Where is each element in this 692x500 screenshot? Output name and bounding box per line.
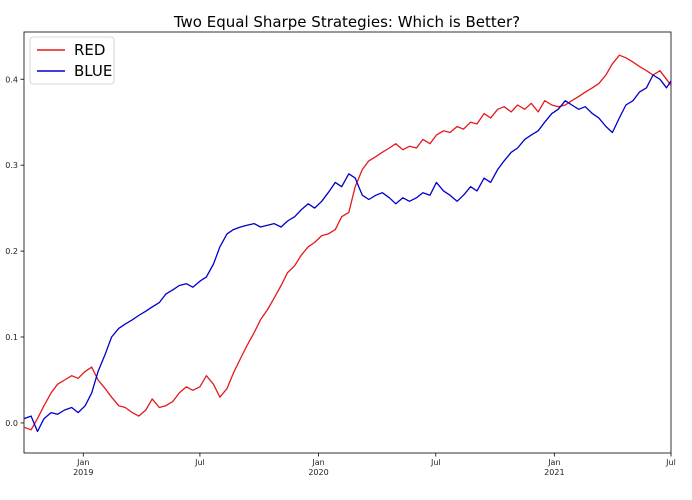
x-tick-label: Jul xyxy=(665,458,676,467)
legend-box xyxy=(29,36,115,85)
series-line-red xyxy=(23,54,672,431)
legend-label-blue: BLUE xyxy=(74,62,112,80)
x-tick-label: Jul xyxy=(430,458,441,467)
x-tick-year-label: 2019 xyxy=(73,468,93,477)
legend: RED BLUE xyxy=(29,36,115,85)
y-axis: 0.0 0.1 0.2 0.3 0.4 xyxy=(5,75,24,428)
plot-area xyxy=(23,31,672,454)
x-tick-label: Jan xyxy=(76,458,89,467)
y-tick-label: 0.1 xyxy=(5,333,18,342)
y-tick-label: 0.4 xyxy=(5,75,18,84)
x-tick-label: Jan xyxy=(547,458,560,467)
series-line-blue xyxy=(23,74,672,433)
legend-label-red: RED xyxy=(74,41,105,59)
y-tick-label: 0.3 xyxy=(5,161,18,170)
y-tick-label: 0.2 xyxy=(5,247,18,256)
y-tick-label: 0.0 xyxy=(5,419,18,428)
x-tick-year-label: 2021 xyxy=(544,468,564,477)
series-layer xyxy=(23,54,672,433)
x-tick-year-label: 2020 xyxy=(308,468,328,477)
x-tick-label: Jul xyxy=(194,458,205,467)
chart-title: Two Equal Sharpe Strategies: Which is Be… xyxy=(173,13,520,31)
x-tick-label: Jan xyxy=(311,458,324,467)
